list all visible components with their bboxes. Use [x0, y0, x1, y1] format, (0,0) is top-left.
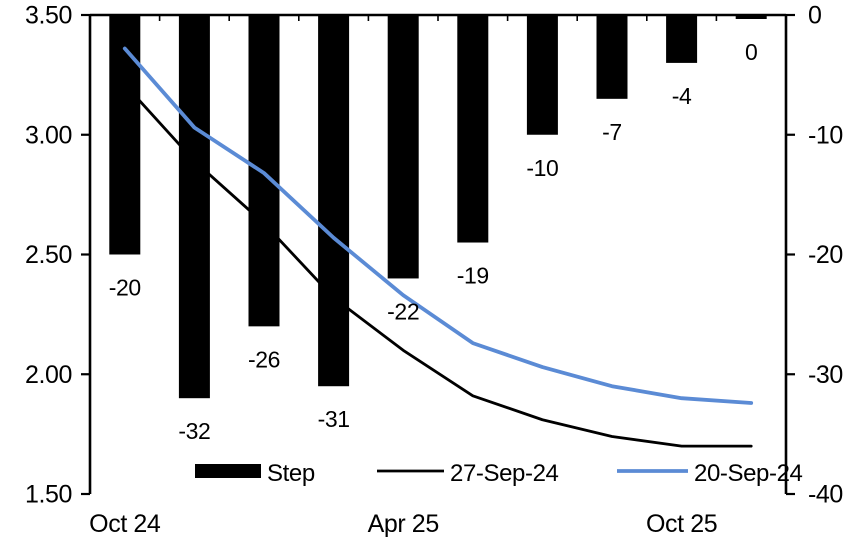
bar-step: [596, 15, 628, 99]
bar-value-label: -22: [387, 298, 419, 324]
bar-step: [387, 15, 419, 279]
legend-label-20-sep-24: 20-Sep-24: [694, 460, 803, 487]
left-axis-tick-label: 3.50: [25, 2, 72, 30]
bar-step: [526, 15, 558, 135]
line-20-Sep-24: [122, 46, 754, 405]
right-axis-tick-label: 0: [808, 2, 822, 30]
right-axis-tick-label: -20: [808, 241, 843, 269]
bar-value-label: -20: [109, 275, 141, 301]
bar-step: [735, 15, 767, 19]
legend-label-step: Step: [267, 460, 315, 487]
bar-step: [666, 15, 698, 63]
bar-value-label: -31: [318, 406, 350, 432]
bar-step: [248, 15, 280, 327]
x-axis-label: Oct 24: [89, 510, 161, 538]
left-axis-tick-label: 3.00: [25, 121, 72, 149]
line-27-Sep-24: [123, 83, 753, 448]
bar-step: [318, 15, 350, 387]
left-axis-tick-label: 1.50: [25, 481, 72, 509]
left-axis-tick-label: 2.50: [25, 241, 72, 269]
bar-step: [457, 15, 489, 243]
bar-step: [109, 15, 141, 255]
x-axis-label: Apr 25: [368, 510, 439, 538]
bar-value-label: -32: [178, 418, 210, 444]
right-axis-tick-label: -40: [808, 481, 843, 509]
bar-value-label: -26: [248, 346, 280, 372]
x-axis-label: Oct 25: [646, 510, 717, 538]
bar-value-label: -19: [457, 263, 489, 289]
left-axis-tick-label: 2.00: [25, 361, 72, 389]
bar-step: [178, 15, 210, 399]
legend-label-27-sep-24: 27-Sep-24: [450, 460, 559, 487]
bar-value-label: -10: [526, 155, 558, 181]
bar-value-label: 0: [745, 39, 757, 65]
bar-value-label: -4: [672, 83, 692, 109]
bar-value-label: -7: [602, 119, 622, 145]
right-axis-tick-label: -30: [808, 361, 843, 389]
legend-swatch-step: [195, 464, 261, 478]
right-axis-tick-label: -10: [808, 121, 843, 149]
